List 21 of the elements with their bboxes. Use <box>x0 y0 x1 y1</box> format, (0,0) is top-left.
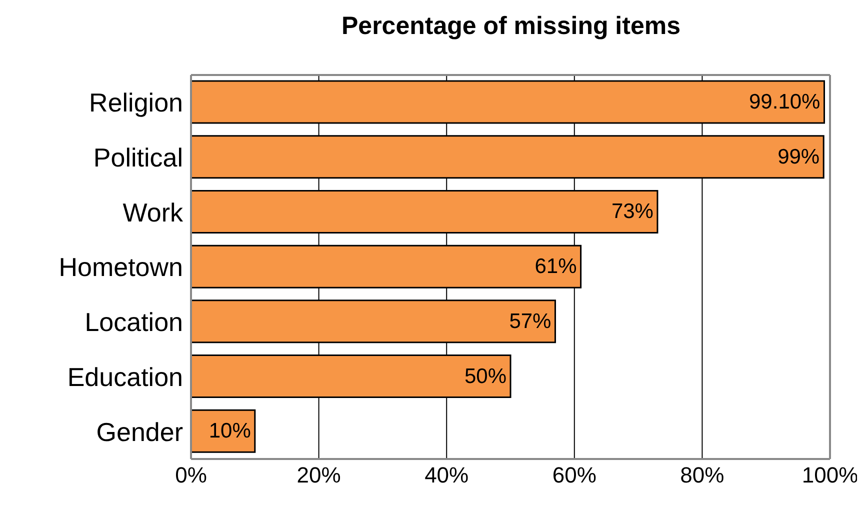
x-tick-label: 60% <box>552 462 596 488</box>
x-tick-label: 20% <box>296 462 341 488</box>
chart-title: Percentage of missing items <box>340 12 682 41</box>
x-tick-label: 100% <box>802 462 858 488</box>
data-label: 57% <box>509 310 552 333</box>
data-label: 99.10% <box>749 90 820 114</box>
y-tick-label: Gender <box>96 416 184 447</box>
x-tick-label: 40% <box>424 462 469 488</box>
y-tick-label: Education <box>67 362 183 392</box>
y-tick-label: Political <box>93 142 183 173</box>
data-label: 50% <box>464 364 506 388</box>
x-tick-label: 0% <box>175 462 207 488</box>
data-label: 99% <box>778 145 820 168</box>
y-tick-label: Religion <box>89 88 183 118</box>
data-label: 61% <box>534 255 577 278</box>
data-label: 10% <box>208 420 251 443</box>
y-tick-label: Work <box>122 197 184 228</box>
y-tick-label: Location <box>84 307 183 338</box>
data-label: 73% <box>611 200 654 224</box>
y-tick-label: Hometown <box>58 252 183 282</box>
x-tick-label: 80% <box>680 462 724 488</box>
